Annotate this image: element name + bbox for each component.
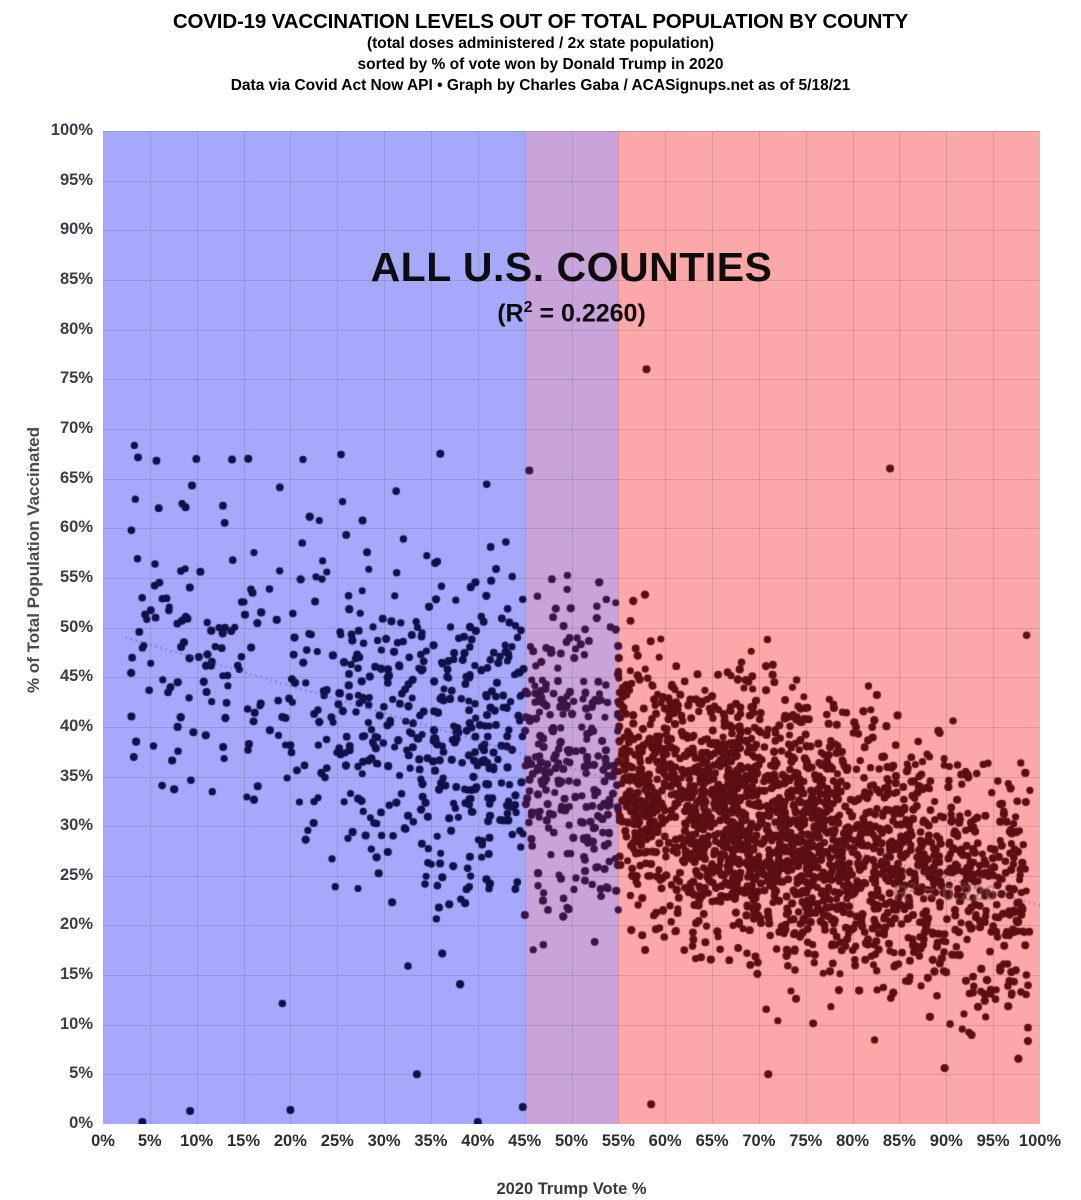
x-tick-label: 80%	[836, 1132, 870, 1150]
y-tick-label: 15%	[59, 965, 93, 983]
y-tick-label: 10%	[59, 1014, 93, 1033]
x-tick-label: 20%	[273, 1132, 307, 1150]
x-tick-label: 85%	[882, 1132, 916, 1150]
x-tick-label: 90%	[929, 1132, 963, 1150]
y-tick-label: 60%	[59, 518, 93, 537]
subtitle-sorting: sorted by % of vote won by Donald Trump …	[357, 55, 724, 73]
x-tick-label: 60%	[648, 1132, 682, 1150]
x-tick-label: 70%	[742, 1132, 776, 1150]
y-tick-label: 0%	[69, 1114, 93, 1132]
y-tick-label: 5%	[69, 1064, 93, 1083]
x-tick-label: 40%	[461, 1132, 495, 1150]
x-tick-label: 65%	[695, 1132, 729, 1150]
scatter-points-canvas	[103, 131, 1040, 1124]
x-tick-label: 100%	[1018, 1132, 1062, 1150]
y-tick-label: 35%	[59, 766, 93, 785]
x-tick-label: 10%	[180, 1132, 214, 1150]
y-tick-label: 85%	[59, 270, 93, 288]
x-tick-label: 45%	[508, 1132, 542, 1150]
x-tick-label: 50%	[554, 1132, 589, 1150]
y-tick-label: 40%	[59, 716, 93, 735]
y-tick-label: 65%	[59, 468, 93, 487]
y-tick-label: 20%	[59, 915, 93, 934]
subtitle-methodology: (total doses administered / 2x state pop…	[366, 35, 715, 52]
x-tick-label: 25%	[320, 1132, 354, 1150]
x-tick-label: 5%	[137, 1132, 162, 1150]
chart-area: ALL U.S. COUNTIES (R2 = 0.2260) R2 = 0.2…	[0, 120, 1081, 1200]
x-tick-label: 55%	[601, 1132, 635, 1150]
scatter-plot[interactable]: ALL U.S. COUNTIES (R2 = 0.2260) R2 = 0.2…	[103, 131, 1040, 1124]
y-tick-label: 70%	[59, 418, 93, 437]
y-tick-label: 100%	[50, 121, 93, 139]
x-tick-label: 95%	[976, 1132, 1010, 1150]
chart-header: COVID-19 VACCINATION LEVELS OUT OF TOTAL…	[0, 0, 1081, 96]
x-tick-label: 30%	[367, 1132, 401, 1150]
y-tick-label: 55%	[59, 567, 93, 586]
x-tick-label: 15%	[226, 1132, 261, 1150]
y-tick-label: 50%	[59, 617, 93, 636]
y-tick-label: 90%	[59, 220, 93, 239]
x-tick-label: 75%	[789, 1132, 823, 1150]
y-tick-label: 25%	[59, 865, 93, 884]
y-tick-label: 80%	[59, 319, 93, 338]
y-tick-label: 45%	[59, 667, 93, 686]
x-tick-label: 0%	[91, 1132, 115, 1150]
y-tick-label: 95%	[59, 170, 93, 189]
plot-top-border	[103, 131, 1040, 132]
y-tick-label: 30%	[59, 816, 93, 835]
page-title: COVID-19 VACCINATION LEVELS OUT OF TOTAL…	[172, 10, 909, 33]
y-axis-label: % of Total Population Vaccinated	[24, 426, 43, 694]
x-tick-label: 35%	[414, 1132, 448, 1150]
y-tick-label: 75%	[59, 369, 93, 388]
data-credit: Data via Covid Act Now API • Graph by Ch…	[230, 77, 851, 94]
x-axis-label: 2020 Trump Vote %	[496, 1180, 647, 1198]
